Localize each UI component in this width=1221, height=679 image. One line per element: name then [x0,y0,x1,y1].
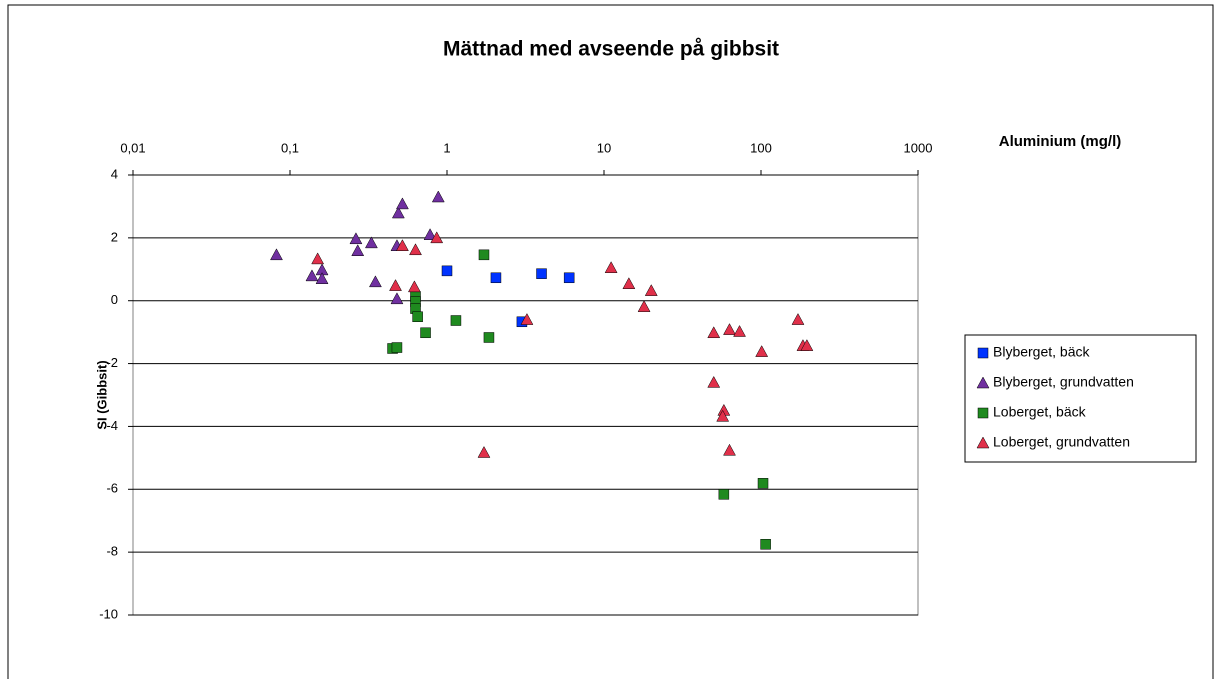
legend-marker [976,376,990,389]
legend-label: Blyberget, grundvatten [993,374,1134,390]
point [305,269,319,282]
point [791,313,805,325]
point [800,339,814,351]
point [450,315,462,326]
y-tick-label: -8 [106,544,118,559]
point [368,275,382,288]
point [490,272,502,284]
y-axis-label: SI (Gibbsit) [94,360,109,429]
legend-label: Loberget, bäck [993,404,1087,420]
point [389,279,402,291]
point [716,409,730,422]
point [430,231,444,244]
point [755,345,769,357]
point [483,332,495,343]
x-tick-label: 0,01 [120,140,145,155]
point [520,313,534,325]
point [604,261,618,273]
point [315,272,329,284]
point [723,443,736,456]
point [563,272,575,284]
x-tick-label: 1 [443,140,450,155]
y-tick-label: -6 [106,481,118,496]
point [707,375,721,388]
point [622,277,636,289]
point [395,197,409,210]
point [351,244,365,256]
point [637,300,651,312]
legend-label: Blyberget, bäck [993,344,1090,360]
point [760,539,771,550]
point [723,323,736,335]
x-axis-label: Aluminium (mg/l) [999,133,1122,150]
point [707,326,721,339]
y-tick-label: 4 [111,166,118,181]
point [311,252,325,265]
point [364,236,378,249]
point [409,243,422,256]
x-tick-label: 10 [597,140,611,155]
legend-marker [977,347,989,359]
point [412,311,423,322]
y-tick-label: -2 [106,355,118,370]
point [644,284,658,296]
legend-marker [976,436,990,449]
point [536,268,547,279]
y-tick-label: 2 [111,229,118,244]
point [733,324,746,337]
point [477,445,491,458]
point [420,327,431,339]
legend-marker [977,407,989,419]
legend-box [964,334,1197,463]
point [391,206,405,219]
point [757,478,769,489]
point [395,239,409,251]
chart-title: Mättnad med avseende på gibbsit [443,38,779,61]
point [349,232,363,245]
point [390,292,404,305]
point [718,489,730,500]
point [423,228,437,240]
x-tick-label: 1000 [904,140,933,155]
point [391,342,403,353]
y-tick-label: -4 [106,418,118,433]
x-tick-label: 0,1 [281,140,299,155]
y-tick-label: 0 [111,292,118,307]
point [478,249,490,261]
plot-area [132,174,919,616]
point [441,265,453,277]
point [407,280,421,293]
point [270,248,283,261]
y-tick-label: -10 [99,606,118,621]
legend-label: Loberget, grundvatten [993,434,1130,450]
point [431,190,445,203]
x-tick-label: 100 [750,140,772,155]
